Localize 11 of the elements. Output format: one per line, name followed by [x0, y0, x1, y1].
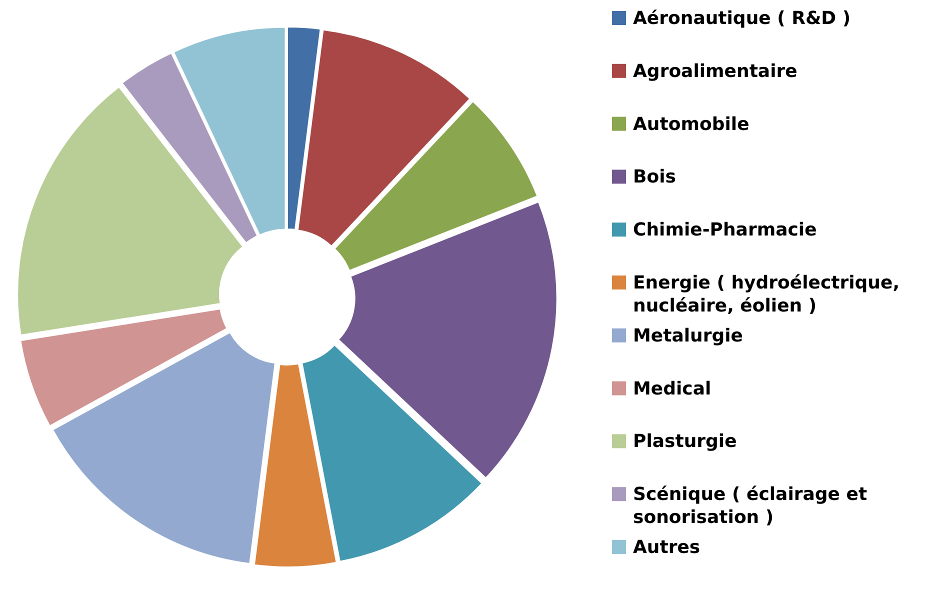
legend-label: Agroalimentaire: [633, 60, 798, 82]
legend-label: Plasturgie: [633, 431, 737, 452]
legend-label: Autres: [633, 537, 700, 558]
legend-label: Medical: [633, 378, 712, 400]
legend-label: Automobile: [633, 114, 750, 135]
legend-label: Aéronautique ( R&D ): [633, 8, 851, 29]
legend-label: Bois: [633, 166, 676, 188]
legend-label: Metalurgie: [633, 325, 743, 346]
legend-label: Scénique ( éclairage et sonorisation ): [633, 484, 868, 528]
legend-label: Energie ( hydroélectrique, nucléaire, éolien ): [633, 272, 900, 316]
legend-label: Chimie-Pharmacie: [633, 220, 817, 241]
